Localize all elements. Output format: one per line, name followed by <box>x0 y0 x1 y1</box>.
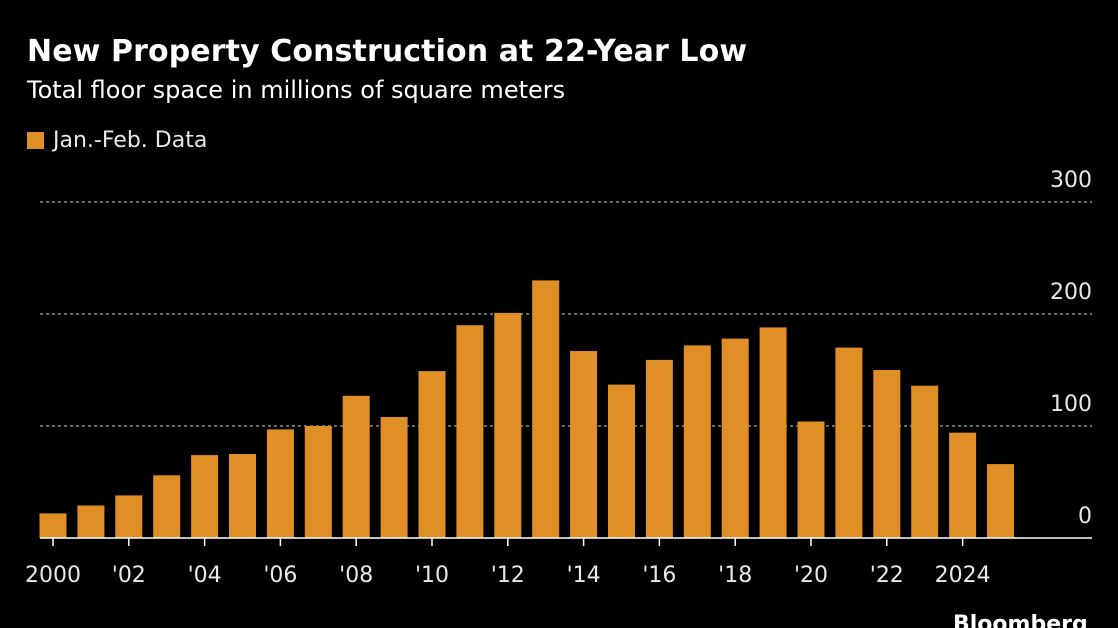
bar-2010 <box>418 371 446 538</box>
x-axis <box>40 537 1092 546</box>
axis-labels: 0 100 200 300 2000 '02 '04 '06 '08 '10 '12 '14 '16 '1… <box>25 168 1092 588</box>
x-tick-label-2000: 2000 <box>25 563 81 588</box>
bar-2016 <box>645 359 673 538</box>
bar-2023 <box>911 385 939 538</box>
y-tick-label-0: 0 <box>1078 504 1092 529</box>
bar-2020 <box>797 421 825 538</box>
bar-2015 <box>608 384 635 538</box>
bar-2009 <box>380 417 408 538</box>
y-tick-label-200: 200 <box>1050 280 1092 305</box>
bar-2004 <box>191 455 219 538</box>
bar-2005 <box>229 454 256 538</box>
bar-2022 <box>873 370 901 538</box>
y-tick-label-100: 100 <box>1050 392 1092 417</box>
chart-title: New Property Construction at 22-Year Low <box>27 34 748 69</box>
bar-2018 <box>721 338 749 538</box>
bar-2006 <box>266 429 294 538</box>
bar-2011 <box>456 325 484 538</box>
chart-subtitle: Total floor space in millions of square … <box>27 76 566 104</box>
legend-swatch <box>27 132 44 149</box>
bar-2019 <box>759 327 787 538</box>
bar-2003 <box>153 475 181 538</box>
bar-2014 <box>570 351 598 538</box>
bar-2025 <box>987 464 1014 538</box>
x-tick-label-2022: '22 <box>870 563 904 588</box>
bar-2024 <box>949 432 977 538</box>
x-tick-label-2024: 2024 <box>935 563 991 588</box>
legend-label: Jan.-Feb. Data <box>53 128 208 153</box>
x-tick-label-2010: '10 <box>415 563 449 588</box>
x-tick-label-2014: '14 <box>567 563 601 588</box>
bar-2008 <box>342 395 370 538</box>
x-tick-label-2016: '16 <box>642 563 676 588</box>
x-tick-label-2002: '02 <box>112 563 146 588</box>
bar-2007 <box>304 426 332 538</box>
x-tick-label-2012: '12 <box>491 563 525 588</box>
bar-2013 <box>532 280 560 538</box>
bar-2017 <box>683 345 711 538</box>
bar-2012 <box>494 312 522 538</box>
bars <box>39 280 1014 538</box>
x-tick-label-2004: '04 <box>188 563 222 588</box>
y-tick-label-300: 300 <box>1050 168 1092 193</box>
bar-2002 <box>115 495 143 538</box>
source-logo: Bloomberg <box>953 612 1088 628</box>
legend: Jan.-Feb. Data <box>27 128 207 153</box>
bar-2001 <box>77 505 105 538</box>
bar-2021 <box>835 347 863 538</box>
x-tick-label-2020: '20 <box>794 563 828 588</box>
x-tick-label-2018: '18 <box>718 563 752 588</box>
x-tick-label-2006: '06 <box>263 563 297 588</box>
x-tick-label-2008: '08 <box>339 563 373 588</box>
bar-2000 <box>39 513 67 538</box>
